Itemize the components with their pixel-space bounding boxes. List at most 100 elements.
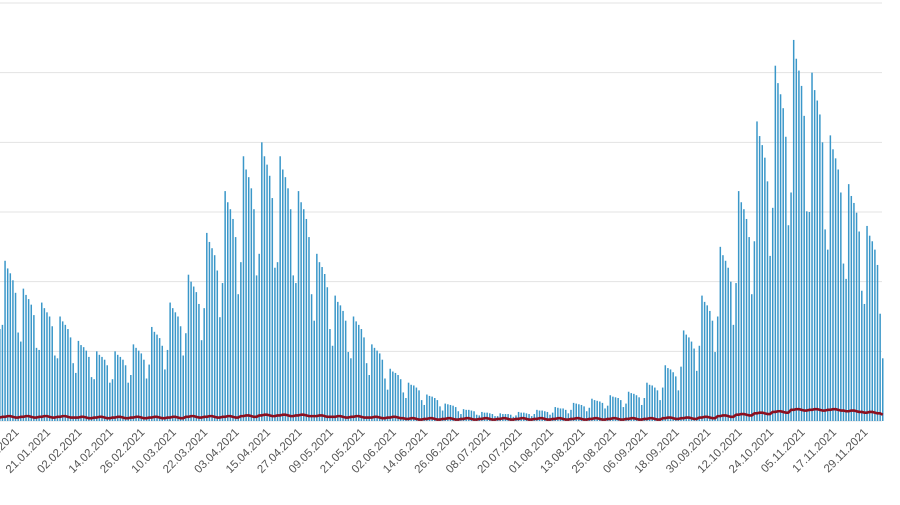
bar — [355, 321, 357, 421]
bar — [622, 407, 625, 421]
bar — [200, 340, 203, 421]
bar — [462, 409, 465, 421]
bar — [247, 177, 250, 421]
bar-series — [0, 39, 884, 422]
bar — [161, 345, 164, 421]
bar — [224, 191, 226, 421]
bar — [6, 268, 9, 421]
bar — [525, 413, 528, 421]
bar — [38, 349, 40, 421]
bar — [308, 237, 310, 421]
bar — [344, 320, 347, 421]
bar — [774, 65, 777, 421]
bar — [528, 414, 530, 421]
bar — [785, 136, 787, 421]
bar — [523, 412, 525, 421]
bar — [376, 350, 378, 421]
bar — [242, 156, 245, 421]
bar — [858, 231, 860, 421]
bar — [67, 329, 69, 421]
bar — [638, 397, 640, 421]
grid — [0, 2, 882, 422]
bar — [368, 375, 370, 421]
bar — [690, 341, 693, 421]
bar — [847, 184, 850, 421]
bar — [604, 408, 606, 421]
bar — [787, 225, 790, 421]
bar — [93, 379, 95, 421]
bar — [562, 408, 564, 421]
bar — [96, 351, 98, 421]
bar — [347, 352, 350, 421]
bar — [473, 411, 475, 421]
bar — [326, 287, 329, 421]
bar — [268, 175, 271, 421]
bar — [405, 398, 407, 421]
bar — [659, 400, 661, 421]
bar — [20, 341, 22, 421]
bar — [640, 404, 643, 421]
bar — [51, 326, 53, 421]
bar — [203, 308, 205, 421]
bar — [578, 404, 580, 421]
bar — [127, 382, 129, 421]
bar — [221, 283, 224, 421]
bar — [457, 411, 460, 421]
bar — [834, 158, 837, 421]
bar — [185, 333, 187, 421]
bar — [116, 354, 119, 421]
bar — [25, 294, 27, 421]
bar — [69, 337, 72, 421]
bar — [882, 358, 884, 421]
bar — [677, 390, 680, 421]
bar — [334, 295, 336, 421]
bar — [358, 324, 360, 421]
bar — [737, 191, 740, 421]
bar — [182, 355, 184, 421]
bar — [418, 390, 420, 421]
bar — [756, 121, 758, 421]
bar — [27, 299, 30, 421]
bar — [33, 315, 35, 421]
bar — [363, 337, 365, 421]
bar — [682, 330, 685, 421]
bar — [0, 329, 1, 421]
bar — [46, 312, 48, 421]
bar — [557, 407, 559, 421]
bar — [507, 414, 509, 421]
bar — [148, 364, 150, 421]
bar — [444, 403, 446, 421]
bar — [730, 281, 732, 421]
bar — [88, 356, 90, 421]
bar — [709, 310, 711, 421]
bar — [795, 58, 798, 421]
bar — [798, 70, 800, 422]
bar — [342, 310, 344, 421]
bar — [407, 382, 410, 421]
bar — [588, 407, 591, 421]
bar — [811, 72, 813, 422]
bar — [413, 385, 415, 421]
bar — [75, 372, 77, 421]
bar — [627, 391, 630, 421]
bar — [174, 312, 177, 421]
bar — [4, 260, 6, 421]
bar — [599, 401, 601, 421]
bar — [601, 402, 604, 421]
bar — [337, 301, 339, 421]
line — [0, 407, 884, 421]
bar — [816, 100, 819, 422]
bar — [829, 135, 832, 421]
bar — [72, 363, 74, 421]
bar — [263, 156, 266, 421]
bar — [533, 414, 536, 421]
bar — [520, 412, 522, 421]
bar — [719, 246, 722, 421]
bar — [698, 345, 701, 421]
bar — [124, 365, 127, 421]
bar — [389, 368, 391, 421]
bar — [538, 410, 541, 421]
bar — [43, 308, 46, 421]
bar — [554, 407, 557, 421]
bar — [546, 411, 549, 421]
